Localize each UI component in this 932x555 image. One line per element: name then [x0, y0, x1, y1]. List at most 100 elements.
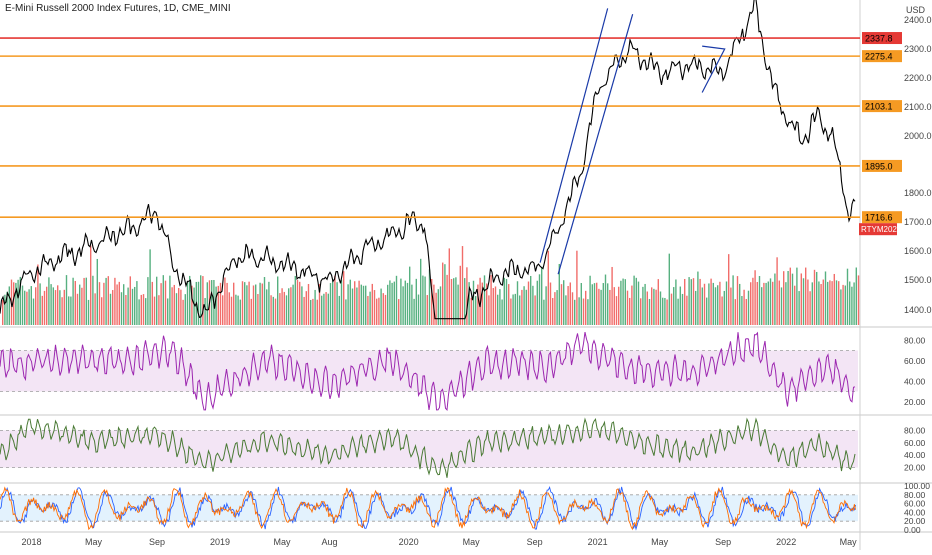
volume-bar [604, 274, 607, 325]
price-tick-label: 1500.0 [904, 275, 932, 285]
volume-bar [274, 298, 277, 325]
volume-bar [329, 283, 332, 325]
volume-bar [642, 286, 644, 325]
volume-bar [448, 248, 450, 325]
price-tick-label: 2100.0 [904, 102, 932, 112]
time-tick-label: 2022 [776, 537, 796, 547]
volume-bar [259, 282, 261, 325]
volume-bar [464, 278, 466, 325]
volume-bar [637, 281, 640, 325]
volume-bar [158, 295, 160, 325]
volume-bar [285, 295, 288, 325]
volume-bar [631, 285, 633, 325]
volume-bar [255, 284, 257, 325]
volume-bar [644, 283, 646, 325]
volume-bar [257, 294, 259, 325]
volume-bar [360, 284, 362, 325]
volume-bar [380, 288, 382, 325]
volume-bar [24, 290, 26, 325]
volume-bar [655, 289, 657, 325]
volume-bar [514, 293, 516, 325]
volume-bar [173, 284, 175, 325]
volume-bar [149, 249, 151, 325]
level-label: 2337.8 [865, 34, 893, 44]
volume-bar [503, 277, 505, 325]
volume-bar [127, 287, 129, 325]
volume-bar [358, 280, 360, 325]
oscillator-2-line [0, 417, 856, 478]
volume-bar [92, 275, 94, 325]
volume-bar [483, 275, 486, 325]
volume-bar [116, 284, 118, 325]
osc3-tick-label: 60.00 [904, 499, 926, 509]
volume-bar [164, 280, 167, 325]
volume-bar [28, 289, 30, 325]
volume-bar [391, 282, 393, 325]
trend-channel-lower[interactable] [557, 14, 634, 275]
volume-bar [820, 284, 822, 325]
osc3-tick-label: 100.00 [904, 481, 930, 491]
volume-bar [279, 293, 281, 325]
volume-bar [398, 299, 400, 325]
triangle-pattern[interactable] [701, 45, 726, 93]
volume-bar [327, 293, 329, 325]
trend-channel-upper[interactable] [539, 8, 609, 263]
volume-bar [39, 283, 41, 325]
volume-bar [552, 298, 554, 325]
volume-bar [125, 295, 127, 325]
volume-bar [596, 282, 598, 325]
volume-bar [620, 280, 622, 325]
volume-bar [96, 258, 98, 325]
volume-bar [147, 277, 149, 325]
volume-bar [145, 298, 147, 325]
volume-bar [587, 299, 589, 325]
volume-bar [523, 286, 525, 325]
time-tick-label: 2018 [21, 537, 41, 547]
volume-bar [87, 299, 90, 325]
volume-bar [780, 287, 783, 325]
volume-bar [197, 281, 200, 325]
volume-bar [789, 267, 791, 325]
volume-bar [679, 286, 681, 325]
volume-bar [283, 291, 285, 325]
level-tag-2103.1 [862, 100, 902, 113]
volume-bar [545, 286, 547, 325]
volume-bar [382, 293, 384, 325]
volume-bar [136, 281, 138, 325]
volume-bar [666, 299, 668, 325]
volume-bar [750, 282, 752, 325]
volume-bar [805, 267, 807, 325]
volume-bar [156, 276, 158, 325]
volume-bar [332, 279, 334, 325]
price-tick-label: 1600.0 [904, 246, 932, 256]
volume-bar [129, 276, 131, 325]
volume-bar [343, 271, 345, 325]
level-tag-1716.6 [862, 211, 902, 224]
volume-bar [189, 275, 191, 325]
volume-bar [305, 291, 307, 325]
volume-bar [261, 283, 263, 325]
time-tick-label: Aug [322, 537, 338, 547]
currency-label: USD [906, 5, 926, 15]
volume-bar [472, 280, 475, 325]
volume-bar [547, 250, 549, 325]
volume-bar [807, 279, 809, 325]
volume-bar [85, 277, 87, 325]
volume-bar [72, 277, 74, 325]
volume-bar [134, 286, 136, 325]
price-tick-label: 2000.0 [904, 131, 932, 141]
osc1-tick-label: 60.00 [904, 356, 926, 366]
volume-bar [668, 253, 670, 325]
volume-bar [494, 286, 497, 325]
level-label: 1895.0 [865, 161, 893, 171]
volume-bar [613, 287, 615, 325]
volume-bar [598, 288, 600, 325]
level-tag-2275.4 [862, 50, 902, 63]
volume-bar [268, 281, 270, 325]
volume-bar [378, 297, 380, 325]
volume-bar [536, 280, 538, 325]
volume-bar [677, 298, 679, 325]
volume-bar [301, 286, 303, 325]
volume-bar [151, 281, 153, 325]
